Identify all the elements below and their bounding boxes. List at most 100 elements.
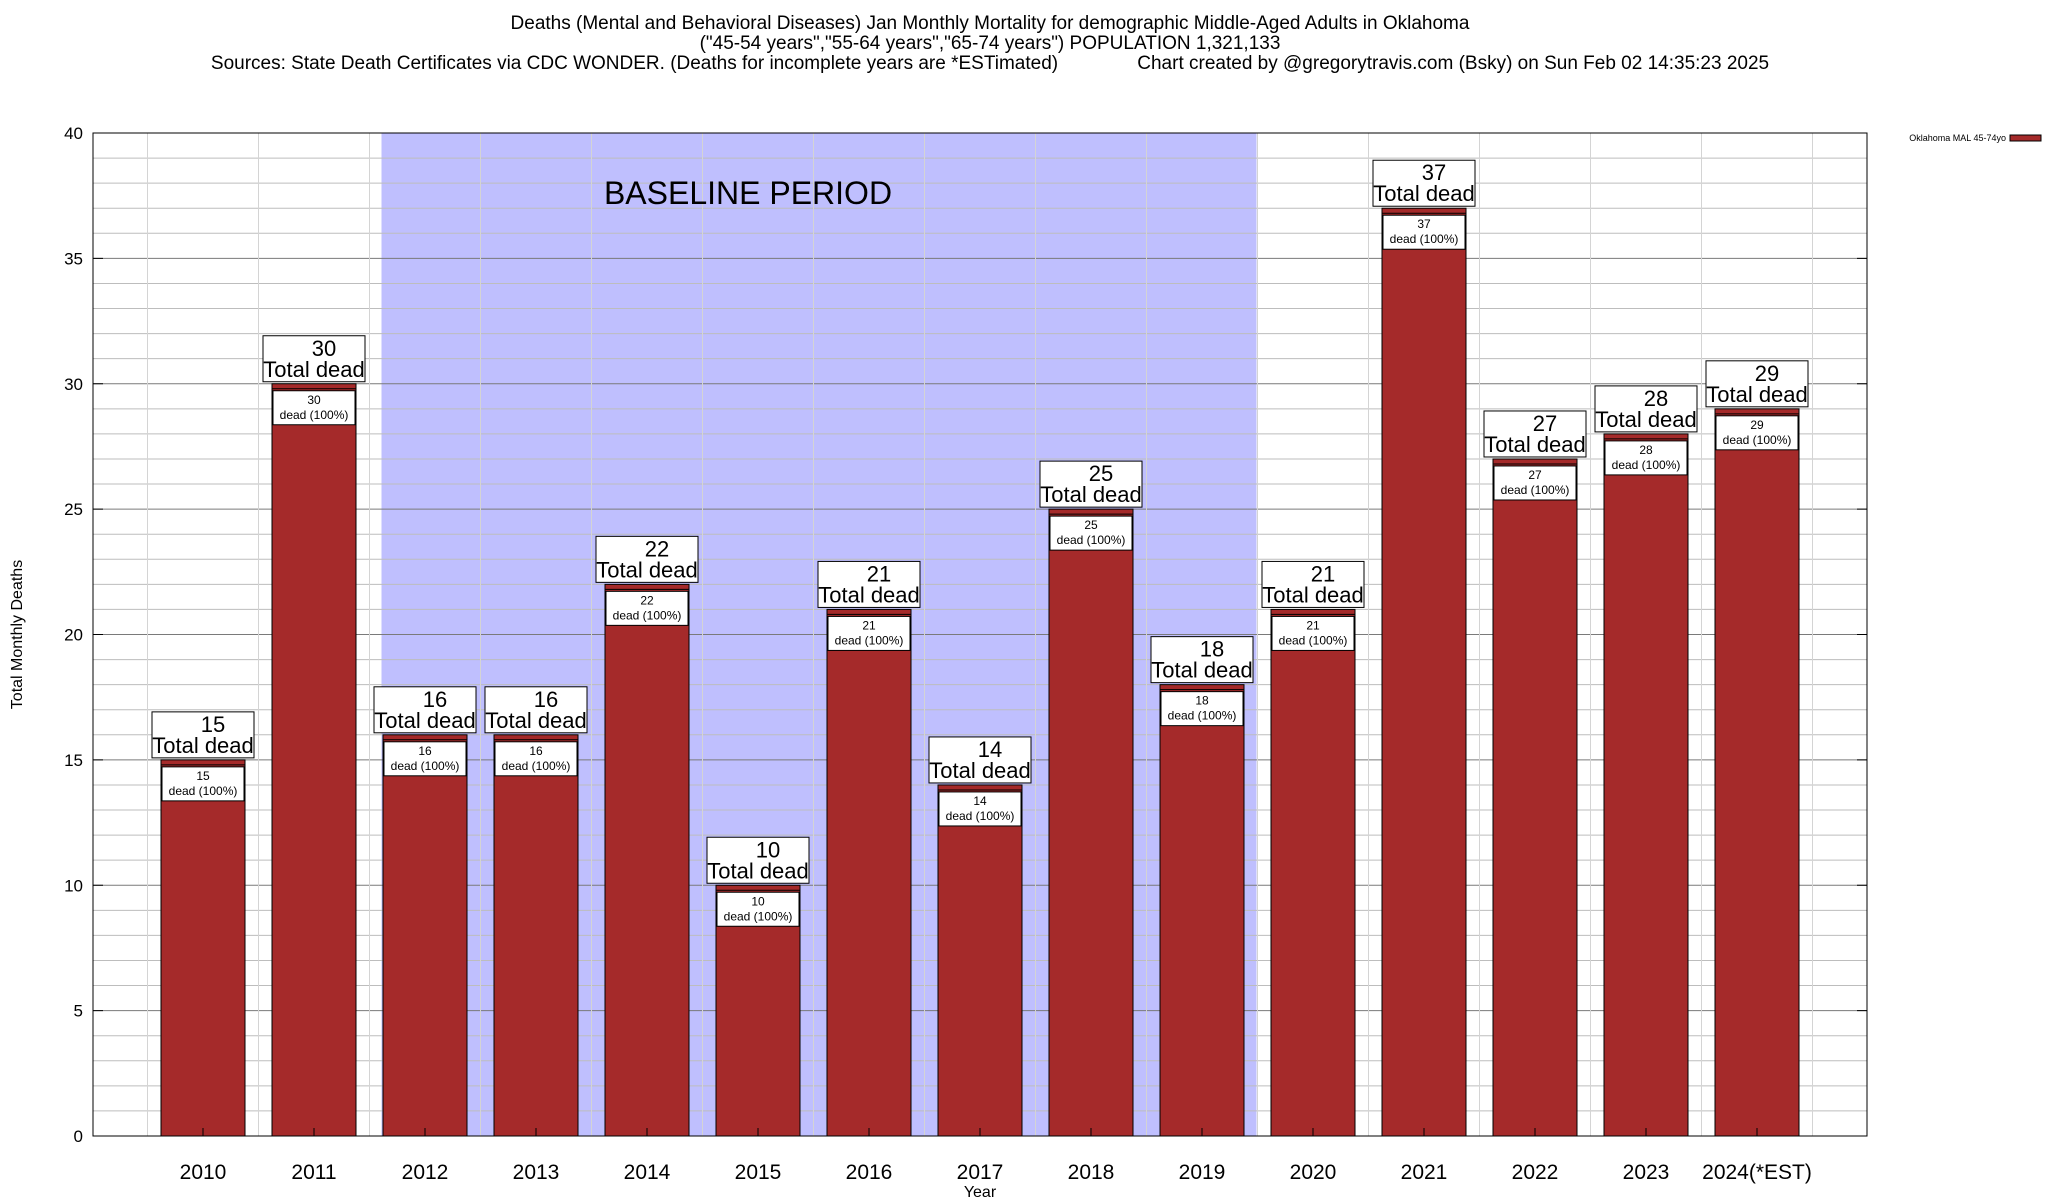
y-axis: 0 5 10 15 20 25 30 35 40 — [64, 124, 1867, 1146]
bar-inner-label-box — [1049, 515, 1133, 551]
x-tick-label: 2019 — [1179, 1161, 1226, 1184]
bar-total-dead-label: Total dead — [596, 557, 698, 582]
bar-inner-value-label: 18 — [1195, 694, 1209, 708]
bar — [715, 884, 801, 1137]
bar-inner-text-label: dead (100%) — [1612, 458, 1681, 472]
bar — [1270, 608, 1356, 1137]
bar-total-label-box — [262, 335, 366, 383]
bar — [1381, 207, 1467, 1137]
bar-total-label-box — [706, 836, 810, 884]
bar-inner-label-box — [1604, 440, 1688, 476]
y-tick-label: 20 — [64, 626, 83, 645]
chart-source-line: Sources: State Death Certificates via CD… — [210, 53, 1770, 74]
bar-total-label-box — [1150, 636, 1254, 684]
bar-total-dead-label: Total dead — [1706, 382, 1808, 407]
bar-value-label: 14 — [978, 737, 1002, 762]
bar-total-dead-label: Total dead — [485, 708, 587, 733]
x-tick-label: 2015 — [735, 1161, 782, 1184]
bar-inner-text-label: dead (100%) — [169, 784, 238, 798]
bar-inner-value-label: 30 — [307, 393, 321, 407]
bar-inner-value-label: 37 — [1417, 217, 1431, 231]
bar-inner-label-box — [383, 741, 467, 777]
bar-value-label: 15 — [201, 712, 225, 737]
bar-inner-label-box — [161, 766, 245, 802]
y-tick-label: 5 — [74, 1002, 83, 1021]
bar-total-dead-label: Total dead — [1262, 582, 1364, 607]
bar-total-label-box — [928, 736, 1032, 784]
bar-inner-value-label: 14 — [973, 794, 987, 808]
bar-value-label: 16 — [423, 687, 447, 712]
bar-inner-text-label: dead (100%) — [391, 759, 460, 773]
x-tick-label: 2012 — [402, 1161, 449, 1184]
bar-total-dead-label: Total dead — [1040, 482, 1142, 507]
y-tick-label: 30 — [64, 375, 83, 394]
x-tick-label: 2021 — [1401, 1161, 1448, 1184]
bar-value-label: 18 — [1200, 637, 1224, 662]
bar — [160, 759, 246, 1137]
bar-inner-text-label: dead (100%) — [1501, 483, 1570, 497]
bar-total-dead-label: Total dead — [1373, 181, 1475, 206]
bar-total-dead-label: Total dead — [1151, 658, 1253, 683]
bar-inner-text-label: dead (100%) — [1723, 433, 1792, 447]
bar-inner-value-label: 16 — [529, 744, 543, 758]
x-tick-label: 2024(*EST) — [1702, 1161, 1812, 1184]
bar-total-dead-label: Total dead — [374, 708, 476, 733]
bar-inner-text-label: dead (100%) — [724, 909, 793, 923]
bar-total-label-box — [1039, 460, 1143, 508]
x-axis: 2010 2011 2012 2013 2014 2015 2016 2017 2018 2019… — [180, 1128, 1812, 1184]
x-tick-label: 2016 — [846, 1161, 893, 1184]
y-tick-label: 40 — [64, 124, 83, 143]
bar-inner-label-box — [1715, 415, 1799, 451]
bar-inner-value-label: 10 — [751, 894, 765, 908]
bar-inner-label-box — [1271, 615, 1355, 651]
bar — [1159, 684, 1245, 1137]
bar-value-label: 37 — [1422, 160, 1446, 185]
baseline-period-label: BASELINE PERIOD — [604, 175, 892, 211]
x-axis-title: Year — [964, 1184, 997, 1200]
bar-inner-value-label: 15 — [196, 769, 210, 783]
bar-inner-value-label: 29 — [1750, 418, 1764, 432]
bar-total-label-box — [1261, 560, 1365, 608]
legend-swatch — [2009, 134, 2042, 142]
bar-inner-label-box — [605, 590, 689, 626]
bar-total-label-box — [595, 535, 699, 583]
bar-total-dead-label: Total dead — [1595, 407, 1697, 432]
bar-inner-label-box — [1160, 691, 1244, 727]
bar-value-label: 21 — [867, 561, 891, 586]
bar-total-label-box — [1705, 360, 1809, 408]
bar-inner-label-box — [716, 891, 800, 927]
bar-inner-text-label: dead (100%) — [502, 759, 571, 773]
y-axis-title: Total Monthly Deaths — [9, 560, 26, 709]
bar-total-label-box — [817, 560, 921, 608]
bar — [1048, 508, 1134, 1137]
bar-inner-label-box — [827, 615, 911, 651]
legend-entry-label: Oklahoma MAL 45-74yo — [1909, 133, 2006, 143]
y-tick-label: 10 — [64, 876, 83, 895]
x-tick-label: 2011 — [291, 1161, 336, 1184]
x-tick-label: 2014 — [624, 1161, 671, 1184]
bar-total-label-box — [1483, 410, 1587, 458]
bar-value-label: 27 — [1533, 411, 1557, 436]
bar-inner-value-label: 21 — [862, 618, 876, 632]
bar-inner-label-box — [494, 741, 578, 777]
x-tick-label: 2017 — [957, 1161, 1004, 1184]
bar-total-dead-label: Total dead — [707, 858, 809, 883]
bar-value-label: 10 — [756, 837, 780, 862]
bar-inner-text-label: dead (100%) — [613, 608, 682, 622]
bar-value-label: 28 — [1644, 386, 1668, 411]
bar-inner-text-label: dead (100%) — [946, 809, 1015, 823]
bar-total-dead-label: Total dead — [263, 357, 365, 382]
bar-inner-label-box — [938, 791, 1022, 827]
bar-inner-label-box — [1382, 214, 1466, 250]
bar-total-label-box — [484, 686, 588, 734]
bar-inner-text-label: dead (100%) — [1168, 709, 1237, 723]
bar-inner-text-label: dead (100%) — [835, 633, 904, 647]
x-tick-label: 2022 — [1512, 1161, 1559, 1184]
bar-value-label: 22 — [645, 536, 669, 561]
bar — [382, 734, 468, 1137]
y-tick-label: 25 — [64, 500, 83, 519]
bar-inner-label-box — [272, 390, 356, 426]
bar-total-dead-label: Total dead — [152, 733, 254, 758]
